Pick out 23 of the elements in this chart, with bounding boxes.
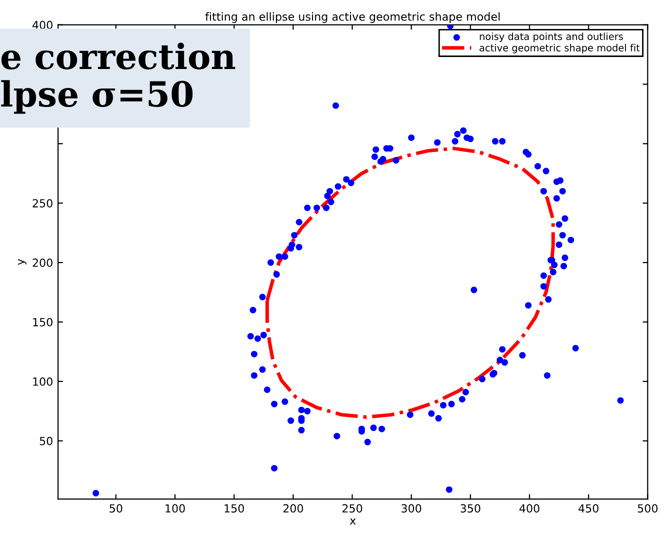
x-tick-label: 500 — [638, 504, 658, 513]
annotation: e correction — [1, 42, 236, 70]
legend-label: noisy data points and outliers — [480, 32, 623, 42]
x-tick-label: 250 — [342, 504, 362, 513]
x-tick-label: 400 — [519, 504, 540, 513]
x-tick-label: 50 — [110, 504, 122, 513]
x-tick-label: 150 — [224, 504, 244, 513]
y-tick-label: 150 — [33, 318, 52, 326]
chart-title: fitting an ellipse using active geometric shape model — [205, 12, 500, 23]
y-tick-label: 250 — [32, 199, 52, 208]
y-tick-label: 100 — [33, 377, 52, 386]
x-tick-label: 200 — [283, 504, 304, 513]
annotation: lpse σ=50 — [1, 80, 193, 114]
x-tick-label: 100 — [166, 504, 185, 513]
x-tick-label: 300 — [402, 504, 422, 513]
x-tick-label: 450 — [578, 504, 598, 513]
y-tick-label: 50 — [40, 436, 52, 446]
x-axis-title: x — [350, 518, 356, 525]
y-tick-label: 400 — [32, 20, 52, 30]
y-axis-title: y — [18, 258, 26, 265]
legend-label: active geometric shape model fit — [480, 44, 640, 54]
y-tick-label: 200 — [32, 258, 52, 267]
x-tick-label: 350 — [460, 504, 480, 513]
